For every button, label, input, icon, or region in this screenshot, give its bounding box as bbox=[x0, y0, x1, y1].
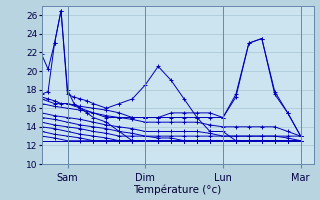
X-axis label: Température (°c): Température (°c) bbox=[133, 184, 222, 195]
